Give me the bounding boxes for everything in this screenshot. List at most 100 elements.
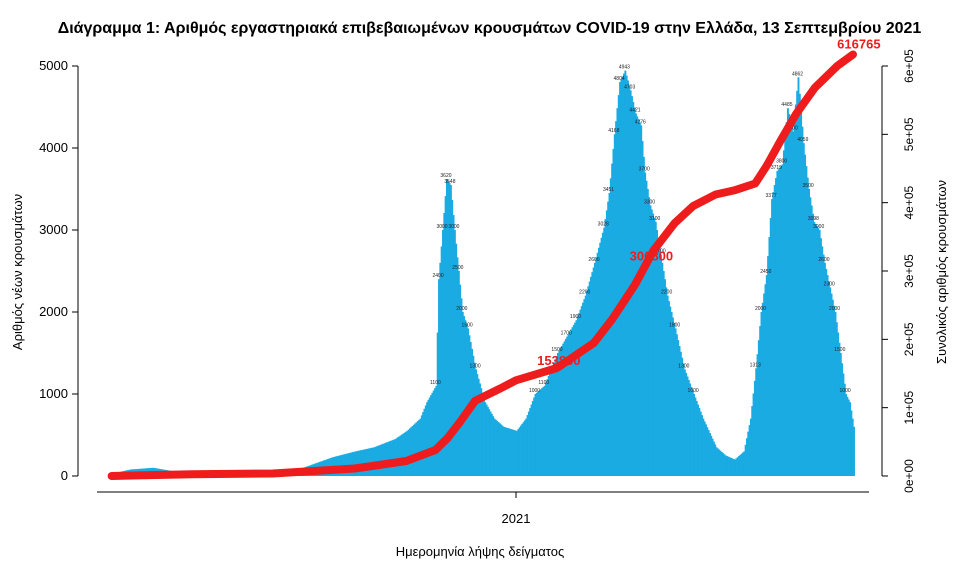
daily-cases-bar xyxy=(411,425,414,476)
daily-cases-bar xyxy=(748,425,751,476)
daily-cases-bar xyxy=(627,80,629,476)
daily-cases-bar xyxy=(378,445,381,476)
daily-cases-bar xyxy=(742,452,744,476)
daily-cases-bar xyxy=(722,453,725,476)
bar-value-label: 3028 xyxy=(598,222,609,228)
daily-cases-bar xyxy=(534,394,537,476)
daily-cases-bar xyxy=(465,324,468,476)
daily-cases-bar xyxy=(529,408,532,476)
daily-cases-bar xyxy=(747,431,750,476)
daily-cases-bar xyxy=(849,402,851,476)
daily-cases-bar xyxy=(732,459,735,476)
daily-cases-bar xyxy=(698,408,701,476)
daily-cases-bar xyxy=(788,114,791,476)
daily-cases-bar xyxy=(801,126,804,476)
cumulative-label: 153800 xyxy=(537,353,580,368)
daily-cases-bar xyxy=(604,219,607,476)
daily-cases-bar xyxy=(690,386,693,476)
daily-cases-bar xyxy=(837,332,840,476)
daily-cases-bar xyxy=(720,451,723,476)
daily-cases-bar xyxy=(705,424,707,476)
daily-cases-bar xyxy=(785,122,788,477)
daily-cases-bar xyxy=(492,416,495,476)
daily-cases-bar xyxy=(644,172,647,476)
daily-cases-bar xyxy=(657,238,660,476)
daily-cases-bar xyxy=(724,455,727,476)
daily-cases-bar xyxy=(393,439,396,476)
daily-cases-bar xyxy=(435,385,438,476)
daily-cases-bar xyxy=(616,108,619,476)
daily-cases-bar xyxy=(812,213,814,476)
daily-cases-bar xyxy=(833,305,836,476)
daily-cases-bar xyxy=(654,221,657,476)
daily-cases-bar xyxy=(369,448,372,476)
cumulative-cases-line xyxy=(107,50,857,480)
daily-cases-bar xyxy=(407,429,410,476)
daily-cases-bar xyxy=(447,181,450,477)
daily-cases-bar xyxy=(549,372,551,476)
bar-value-label: 1300 xyxy=(678,363,689,369)
daily-cases-bar xyxy=(809,197,812,476)
daily-cases-bar xyxy=(711,438,714,476)
daily-cases-bar xyxy=(786,108,789,476)
daily-cases-bar xyxy=(615,121,618,476)
daily-cases-bar xyxy=(773,185,776,476)
daily-cases-bar xyxy=(546,379,549,476)
daily-cases-bar xyxy=(418,419,421,476)
daily-cases-bar xyxy=(486,406,489,476)
daily-cases-bar xyxy=(835,322,838,476)
daily-cases-bar xyxy=(583,299,586,476)
daily-cases-bar xyxy=(519,425,522,476)
bar-value-label: 1800 xyxy=(669,322,680,328)
daily-cases-bar xyxy=(738,456,740,476)
bar-value-label: 4421 xyxy=(629,107,640,113)
daily-cases-bar xyxy=(415,422,418,476)
daily-cases-bar xyxy=(810,205,813,476)
daily-cases-bar xyxy=(568,331,571,476)
daily-cases-bar xyxy=(637,119,640,476)
daily-cases-bar xyxy=(428,397,431,476)
daily-cases-bar xyxy=(578,313,581,476)
daily-cases-bar xyxy=(775,178,777,477)
daily-cases-bar xyxy=(595,257,598,476)
daily-cases-bar xyxy=(829,287,832,476)
daily-cases-bar xyxy=(382,443,385,476)
daily-cases-bar xyxy=(804,154,807,476)
daily-cases-bar xyxy=(601,232,604,476)
daily-cases-bar xyxy=(455,243,458,476)
daily-cases-bar xyxy=(463,316,466,476)
daily-cases-bar xyxy=(818,230,821,476)
daily-cases-bar xyxy=(707,430,710,476)
daily-cases-bar xyxy=(371,447,374,476)
daily-cases-bar xyxy=(658,246,661,476)
daily-cases-bar xyxy=(634,113,637,476)
daily-cases-bar xyxy=(361,449,364,476)
daily-cases-bar xyxy=(368,448,370,476)
daily-cases-bar xyxy=(423,408,426,476)
daily-cases-bar xyxy=(386,442,389,476)
y2-tick-label: 2e+05 xyxy=(902,322,916,356)
daily-cases-bar xyxy=(451,200,454,476)
y-axis-title: Αριθμός νέων κρουσμάτων xyxy=(10,194,25,350)
daily-cases-bar xyxy=(440,246,443,476)
daily-cases-bar xyxy=(636,116,639,476)
daily-cases-bar xyxy=(648,197,651,476)
daily-cases-bar xyxy=(728,457,731,476)
daily-cases-bar xyxy=(617,95,620,477)
daily-cases-bar xyxy=(678,345,681,476)
daily-cases-bar xyxy=(763,293,766,476)
bar-value-label: 1100 xyxy=(538,380,549,386)
daily-cases-bar xyxy=(456,257,459,476)
daily-cases-bar xyxy=(572,324,575,476)
bar-value-label: 2200 xyxy=(579,290,590,296)
daily-cases-bar xyxy=(521,423,524,476)
daily-cases-bar xyxy=(656,230,659,476)
daily-cases-bar xyxy=(715,447,718,476)
daily-cases-bar xyxy=(397,437,399,476)
daily-cases-bar xyxy=(537,391,540,476)
daily-cases-bar xyxy=(768,237,771,476)
daily-cases-bar xyxy=(668,301,670,476)
daily-cases-bar xyxy=(782,150,785,477)
daily-cases-bar xyxy=(686,376,689,476)
daily-cases-bar xyxy=(391,440,394,476)
